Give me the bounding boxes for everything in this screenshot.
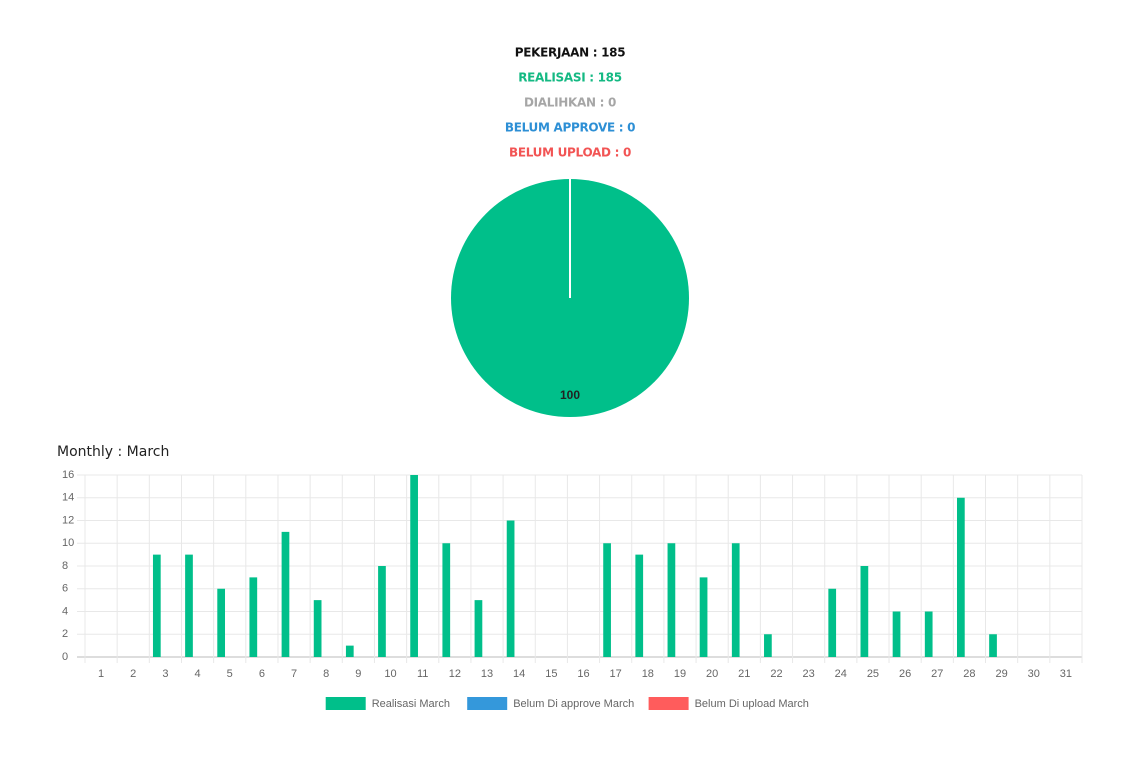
bar [313,600,322,657]
bar [764,634,772,657]
x-tick-label: 8 [323,668,329,680]
bar [860,566,869,657]
bar [474,600,483,657]
bar [442,543,451,657]
bar-chart-title: Monthly : March [57,444,169,460]
x-tick-label: 27 [931,668,943,680]
bar [989,634,997,657]
x-tick-label: 26 [899,668,911,680]
bar [603,543,611,657]
x-tick-label: 5 [227,668,233,680]
x-tick-label: 22 [770,668,782,680]
summary-line: REALISASI : 185 [518,71,622,85]
y-tick-label: 12 [62,514,74,526]
legend-label: Belum Di upload March [695,698,809,710]
y-tick-label: 14 [62,492,74,504]
x-tick-label: 11 [417,668,428,680]
x-tick-label: 7 [291,668,297,680]
x-tick-label: 20 [706,668,718,680]
legend-swatch [648,697,689,710]
bar [699,577,708,657]
x-tick-label: 30 [1028,668,1040,680]
x-tick-label: 4 [195,668,201,680]
pie-label: 100 [560,388,580,402]
y-tick-label: 4 [62,605,68,617]
bar [378,566,386,657]
x-tick-label: 25 [867,668,879,680]
x-tick-label: 23 [803,668,815,680]
y-tick-label: 6 [62,583,68,595]
bar [892,611,901,657]
x-tick-label: 9 [355,668,361,680]
x-tick-label: 10 [384,668,396,680]
x-tick-label: 1 [98,668,104,680]
x-tick-label: 28 [963,668,975,680]
y-tick-label: 16 [62,469,74,481]
y-tick-label: 8 [62,560,68,572]
legend-swatch [467,697,508,710]
bar [249,577,258,657]
x-tick-label: 15 [545,668,557,680]
x-tick-label: 19 [674,668,686,680]
bar [635,554,644,657]
summary-line: BELUM UPLOAD : 0 [509,146,631,160]
summary-line: DIALIHKAN : 0 [524,96,616,110]
x-tick-label: 16 [577,668,589,680]
x-tick-label: 14 [513,668,525,680]
x-tick-label: 12 [449,668,461,680]
x-tick-label: 2 [130,668,136,680]
y-tick-label: 10 [62,537,74,549]
y-tick-label: 0 [62,651,68,663]
bar [506,520,515,657]
bar [828,588,837,657]
y-tick-label: 2 [62,628,68,640]
x-tick-label: 6 [259,668,265,680]
bar [956,497,965,657]
x-tick-label: 24 [835,668,847,680]
bar [185,554,193,657]
bar [345,645,354,657]
summary-line: BELUM APPROVE : 0 [505,121,635,135]
x-tick-label: 29 [995,668,1007,680]
bar [152,554,161,657]
bar [731,543,740,657]
bar [217,588,226,657]
x-tick-label: 18 [642,668,654,680]
bar [667,543,676,657]
x-tick-label: 17 [610,668,622,680]
x-tick-label: 3 [162,668,168,680]
x-tick-label: 13 [481,668,493,680]
legend-swatch [325,697,366,710]
bar [924,611,933,657]
x-tick-label: 31 [1060,668,1072,680]
bar [410,475,418,657]
x-tick-label: 21 [738,668,750,680]
legend-label: Realisasi March [372,698,450,710]
legend-label: Belum Di approve March [513,698,634,710]
summary-line: PEKERJAAN : 185 [515,46,626,60]
bar [281,531,290,657]
